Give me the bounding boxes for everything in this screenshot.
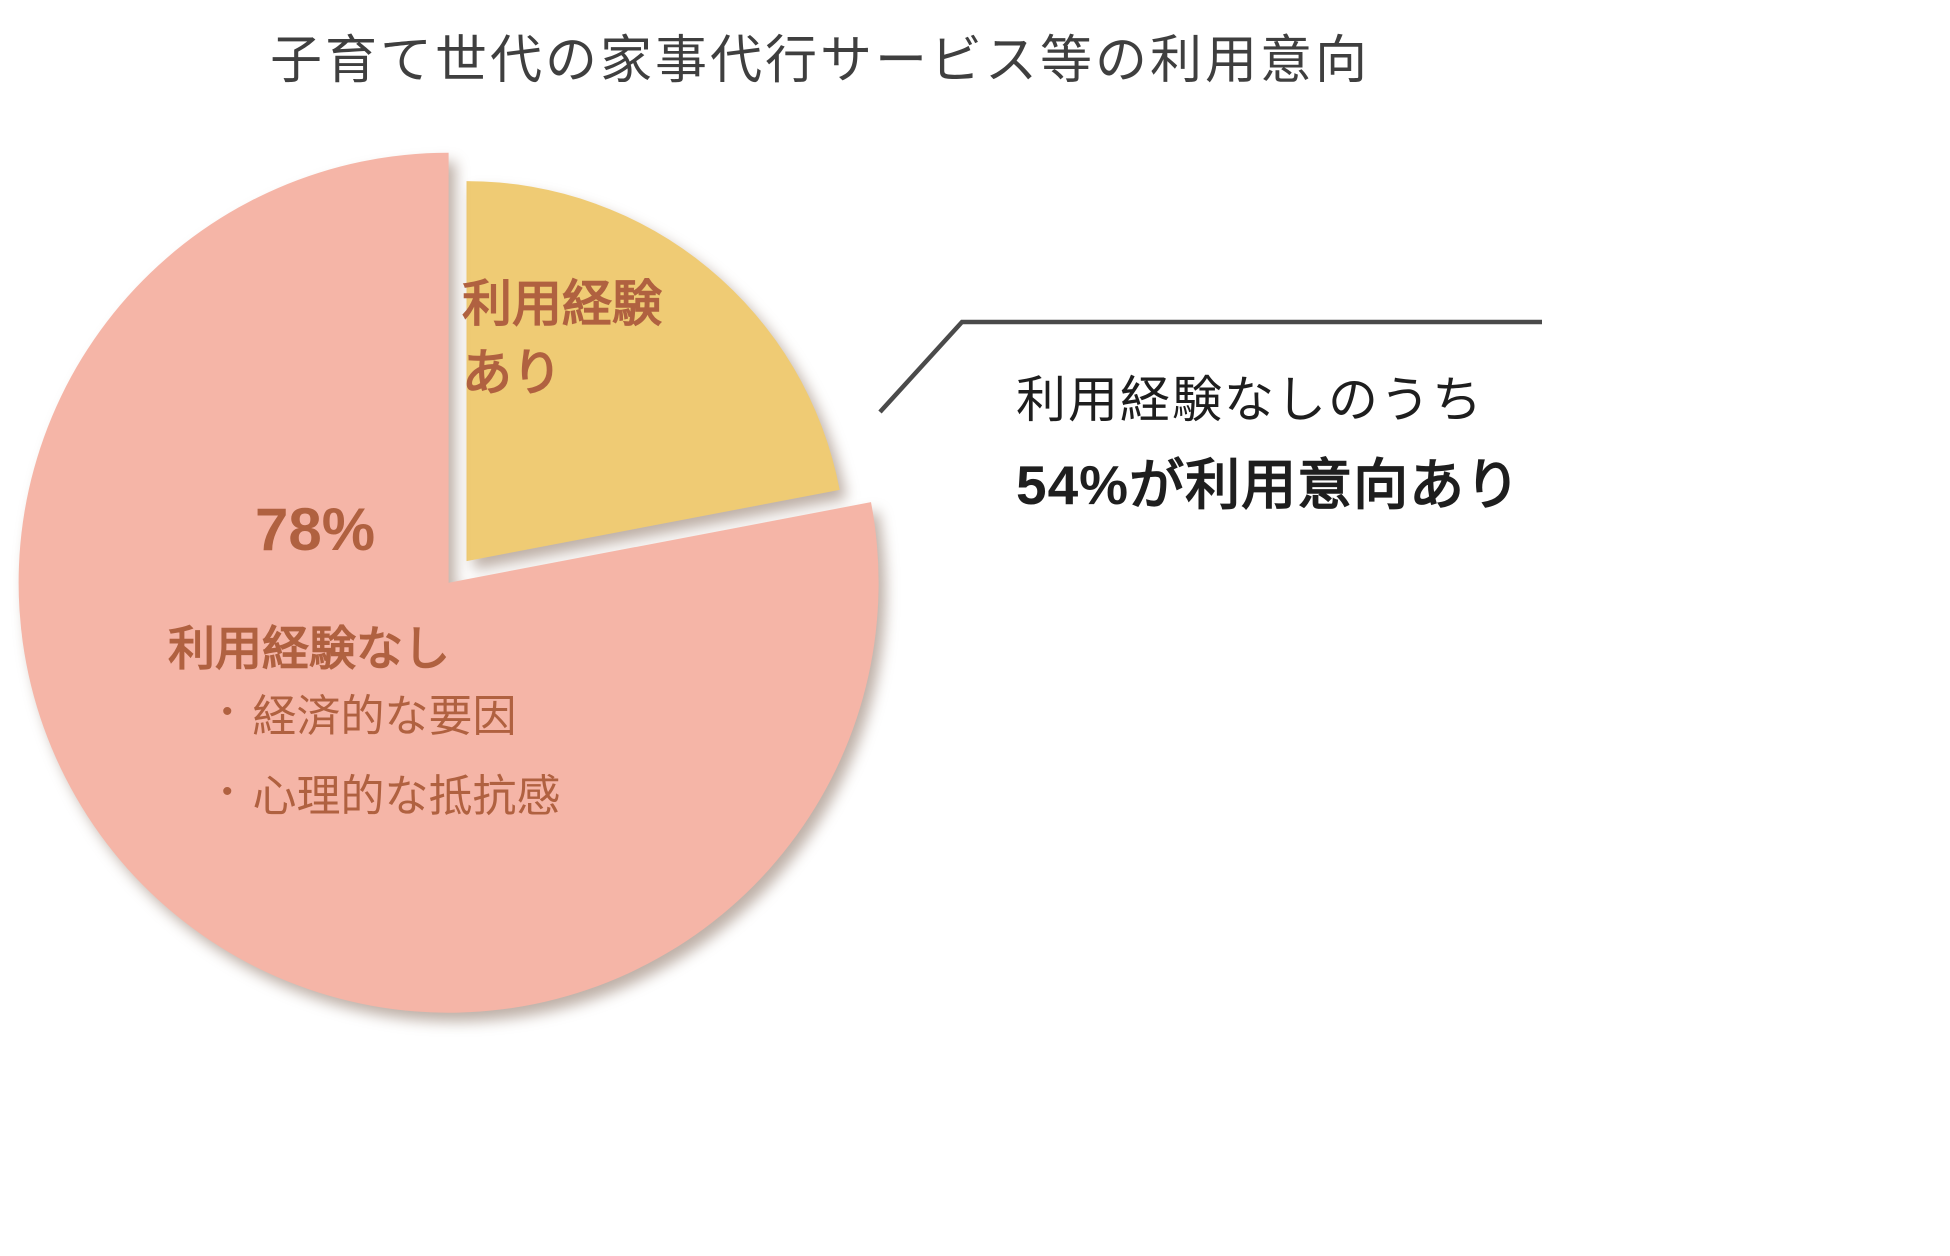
reason-text: 心理的な抵抗感 xyxy=(252,772,561,821)
pie-slice-experience-yes xyxy=(466,181,840,562)
callout-line xyxy=(878,319,1542,414)
slice-label-experience-yes: 利用経験 あり xyxy=(462,276,662,401)
annotation-line2: 54%が利用意向あり xyxy=(1016,454,1522,516)
reason-item: • 経済的な要因 xyxy=(222,680,561,744)
pie-slice-experience-no xyxy=(18,152,879,1013)
bullet-dot: • xyxy=(222,695,233,728)
reason-text: 経済的な要因 xyxy=(252,692,517,741)
annotation-line1: 利用経験なしのうち xyxy=(1016,372,1484,428)
reason-item: • 心理的な抵抗感 xyxy=(222,760,561,824)
slice-label-experience-no: 利用経験なし xyxy=(168,622,450,675)
chart-title: 子育て世代の家事代行サービス等の利用意向 xyxy=(269,32,1370,90)
bullet-dot: • xyxy=(222,775,233,808)
reason-list: • 経済的な要因 • 心理的な抵抗感 xyxy=(222,680,561,824)
slice-percentage-label: 78% xyxy=(255,496,376,563)
